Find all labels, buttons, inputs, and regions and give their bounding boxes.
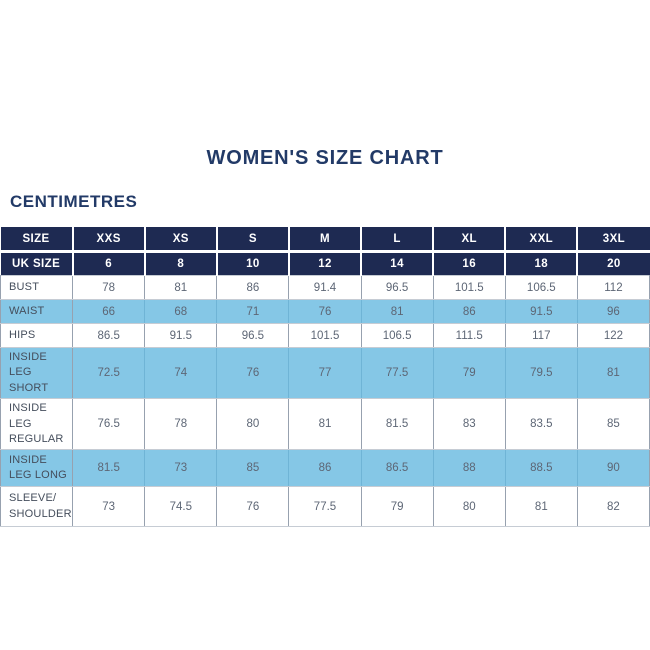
value-cell: 80 [216,398,290,451]
value-cell: 96 [576,299,650,324]
value-cell: 79 [360,486,434,528]
value-cell: 68 [144,299,218,324]
value-cell: 96.5 [360,275,434,300]
value-cell: 77.5 [288,486,362,528]
value-cell: 78 [144,398,218,451]
header-value-cell: 8 [144,251,218,276]
header-value-cell: XL [433,227,507,253]
value-cell: 85 [216,449,290,488]
value-cell: 122 [576,323,650,348]
value-cell: 106.5 [504,275,578,300]
header-value-cell: 12 [288,251,363,276]
value-cell: 79 [432,346,506,400]
header-value-cell: XS [144,227,218,253]
value-cell: 91.5 [144,323,218,348]
header-value-cell: XXS [72,227,146,253]
header-row: UK SIZE 6 8 10 12 14 16 18 20 [0,251,650,276]
table-row: INSIDE LEG REGULAR 76.5 78 80 81 81.5 83 83.5 85 [0,398,650,451]
header-value-cell: 10 [216,251,290,276]
table-row: HIPS 86.5 91.5 96.5 101.5 106.5 111.5 117 122 [0,323,650,348]
value-cell: 111.5 [432,323,506,348]
page-title: WOMEN'S SIZE CHART [206,147,444,169]
value-cell: 91.5 [504,299,578,324]
value-cell: 77.5 [360,346,434,400]
header-value-cell: 14 [361,251,435,276]
row-label: INSIDE LEG REGULAR [0,398,74,451]
value-cell: 81 [576,346,650,400]
table-row: WAIST 66 68 71 76 81 86 91.5 96 [0,299,650,324]
value-cell: 101.5 [288,323,362,348]
value-cell: 81 [288,398,362,451]
value-cell: 73 [144,449,218,488]
size-chart-body: BUST 78 81 86 91.4 96.5 101.5 106.5 112 WAIST 66 68… [0,275,650,528]
value-cell: 86.5 [72,323,146,348]
value-cell: 106.5 [360,323,434,348]
header-value-cell: L [361,227,435,253]
header-value-cell: 6 [72,251,146,276]
value-cell: 86.5 [360,449,434,488]
header-value-cell: 20 [577,251,650,276]
value-cell: 76 [288,299,362,324]
value-cell: 74 [144,346,218,400]
value-cell: 81 [144,275,218,300]
value-cell: 88 [432,449,506,488]
value-cell: 72.5 [72,346,146,400]
value-cell: 77 [288,346,362,400]
table-row: BUST 78 81 86 91.4 96.5 101.5 106.5 112 [0,275,650,300]
value-cell: 71 [216,299,290,324]
value-cell: 112 [576,275,650,300]
size-chart-header: SIZE XXS XS S M L XL XXL 3XL UK SIZE 6 8 10 12 14 16 18 2… [0,227,650,276]
value-cell: 88.5 [504,449,578,488]
header-value-cell: S [216,227,290,253]
value-cell: 76 [216,346,290,400]
value-cell: 74.5 [144,486,218,528]
table-row: INSIDE LEG SHORT 72.5 74 76 77 77.5 79 79.5 81 [0,346,650,400]
row-label: SLEEVE/ SHOULDER [0,486,74,528]
value-cell: 83.5 [504,398,578,451]
value-cell: 83 [432,398,506,451]
value-cell: 81 [504,486,578,528]
header-value-cell: 16 [433,251,507,276]
row-label: BUST [0,275,74,300]
value-cell: 90 [576,449,650,488]
value-cell: 96.5 [216,323,290,348]
value-cell: 86 [432,299,506,324]
value-cell: 86 [216,275,290,300]
value-cell: 81.5 [72,449,146,488]
header-row-label: UK SIZE [0,251,74,276]
value-cell: 91.4 [288,275,362,300]
header-row-label: SIZE [0,227,74,253]
value-cell: 78 [72,275,146,300]
header-value-cell: M [288,227,363,253]
value-cell: 76 [216,486,290,528]
header-value-cell: 18 [505,251,579,276]
value-cell: 66 [72,299,146,324]
value-cell: 79.5 [504,346,578,400]
header-row: SIZE XXS XS S M L XL XXL 3XL [0,227,650,253]
value-cell: 76.5 [72,398,146,451]
size-chart-table: SIZE XXS XS S M L XL XXL 3XL UK SIZE 6 8 10 12 14 16 18 2… [0,227,650,528]
value-cell: 86 [288,449,362,488]
table-row: SLEEVE/ SHOULDER 73 74.5 76 77.5 79 80 81 82 [0,486,650,528]
value-cell: 117 [504,323,578,348]
value-cell: 85 [576,398,650,451]
unit-label: CENTIMETRES [10,192,138,211]
header-value-cell: 3XL [577,227,650,253]
header-value-cell: XXL [505,227,579,253]
row-label: INSIDE LEG LONG [0,449,74,488]
value-cell: 82 [576,486,650,528]
value-cell: 81 [360,299,434,324]
value-cell: 101.5 [432,275,506,300]
row-label: WAIST [0,299,74,324]
row-label: INSIDE LEG SHORT [0,346,74,400]
value-cell: 73 [72,486,146,528]
value-cell: 80 [432,486,506,528]
value-cell: 81.5 [360,398,434,451]
table-row: INSIDE LEG LONG 81.5 73 85 86 86.5 88 88.5 90 [0,449,650,488]
row-label: HIPS [0,323,74,348]
